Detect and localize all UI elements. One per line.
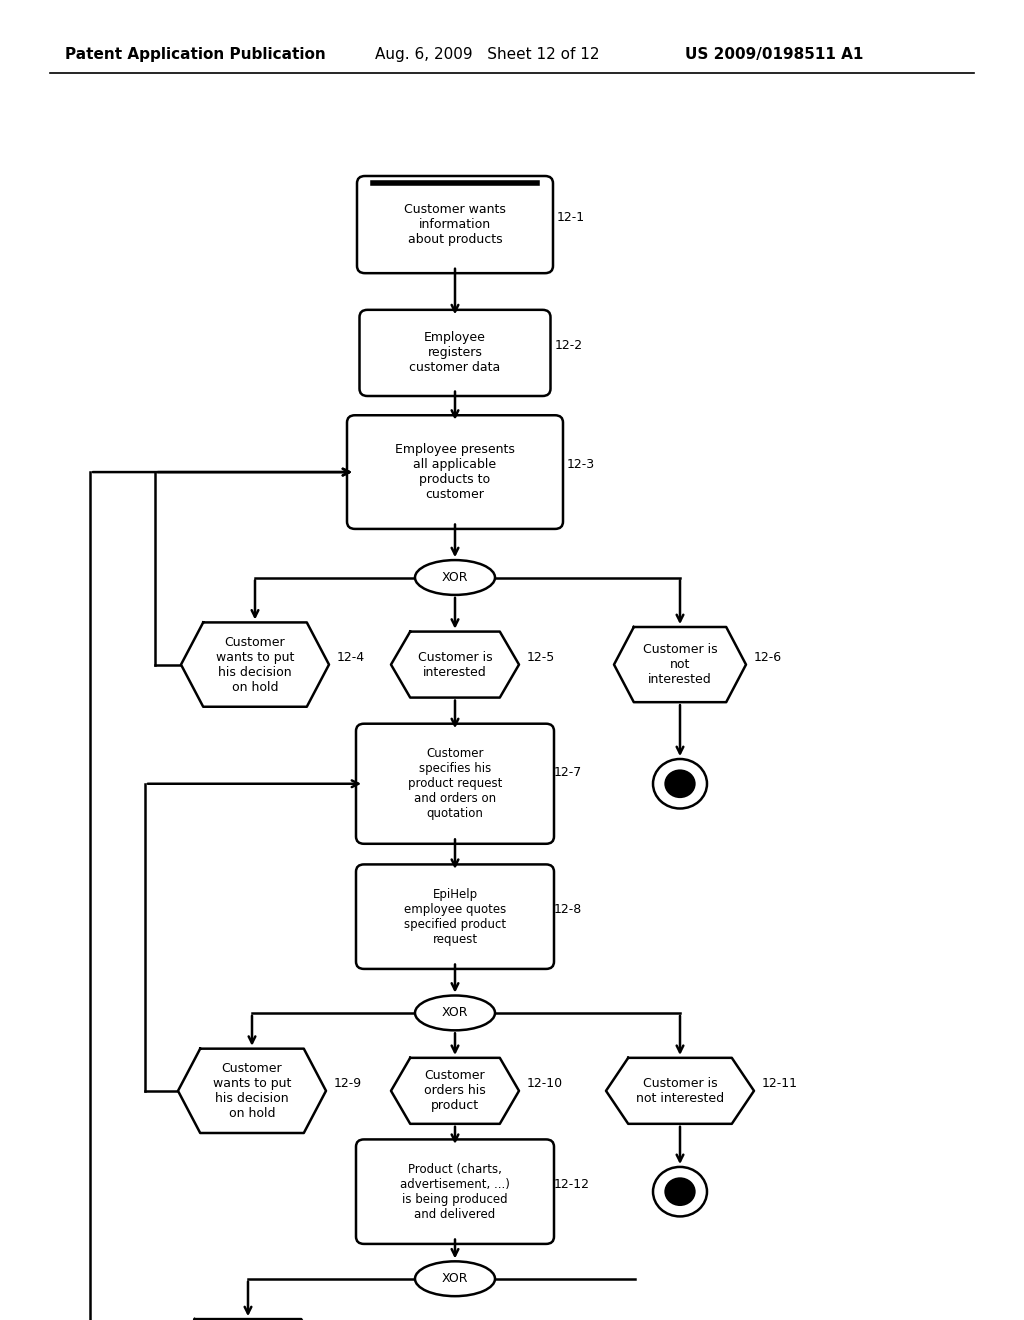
Text: Product (charts,
advertisement, ...)
is being produced
and delivered: Product (charts, advertisement, ...) is … (400, 1163, 510, 1221)
Text: 12-8: 12-8 (554, 903, 583, 916)
Text: 12-9: 12-9 (334, 1077, 362, 1090)
Polygon shape (391, 631, 519, 697)
Polygon shape (181, 623, 329, 706)
Text: Customer is
not
interested: Customer is not interested (643, 643, 718, 686)
Ellipse shape (415, 560, 495, 595)
Text: 12-7: 12-7 (554, 766, 583, 779)
Text: Customer is
not interested: Customer is not interested (636, 1077, 724, 1105)
Text: XOR: XOR (441, 572, 468, 583)
Text: Customer wants
information
about products: Customer wants information about product… (404, 203, 506, 246)
Text: 12-4: 12-4 (337, 651, 366, 664)
FancyBboxPatch shape (356, 1139, 554, 1243)
Circle shape (665, 770, 695, 799)
Circle shape (653, 759, 707, 808)
Text: 12-11: 12-11 (762, 1077, 798, 1090)
FancyBboxPatch shape (347, 416, 563, 529)
Text: Customer
specifies his
product request
and orders on
quotation: Customer specifies his product request a… (408, 747, 502, 820)
Ellipse shape (415, 1262, 495, 1296)
Text: Employee
registers
customer data: Employee registers customer data (410, 331, 501, 375)
Text: 12-10: 12-10 (527, 1077, 563, 1090)
Text: US 2009/0198511 A1: US 2009/0198511 A1 (685, 48, 863, 62)
FancyBboxPatch shape (356, 865, 554, 969)
Text: Customer is
interested: Customer is interested (418, 651, 493, 678)
Text: Customer
orders his
product: Customer orders his product (424, 1069, 485, 1113)
Polygon shape (606, 1057, 754, 1123)
Text: 12-3: 12-3 (567, 458, 595, 471)
Text: Employee presents
all applicable
products to
customer: Employee presents all applicable product… (395, 444, 515, 502)
Polygon shape (178, 1048, 326, 1133)
Ellipse shape (415, 995, 495, 1031)
Polygon shape (391, 1057, 519, 1123)
Text: Customer
wants to put
his decision
on hold: Customer wants to put his decision on ho… (213, 1061, 291, 1119)
Text: 12-1: 12-1 (557, 211, 585, 224)
Text: XOR: XOR (441, 1006, 468, 1019)
Text: Patent Application Publication: Patent Application Publication (65, 48, 326, 62)
Text: Aug. 6, 2009   Sheet 12 of 12: Aug. 6, 2009 Sheet 12 of 12 (375, 48, 599, 62)
Polygon shape (614, 627, 746, 702)
Text: 12-5: 12-5 (527, 651, 555, 664)
FancyBboxPatch shape (357, 176, 553, 273)
FancyBboxPatch shape (359, 310, 551, 396)
Text: 12-6: 12-6 (754, 651, 782, 664)
Text: XOR: XOR (441, 1272, 468, 1286)
Text: 12-12: 12-12 (554, 1177, 590, 1191)
FancyBboxPatch shape (356, 723, 554, 843)
Circle shape (653, 1167, 707, 1217)
Text: EpiHelp
employee quotes
specified product
request: EpiHelp employee quotes specified produc… (403, 887, 506, 945)
Text: 12-2: 12-2 (555, 339, 583, 352)
Circle shape (665, 1177, 695, 1206)
Text: Customer
wants to put
his decision
on hold: Customer wants to put his decision on ho… (216, 636, 294, 693)
